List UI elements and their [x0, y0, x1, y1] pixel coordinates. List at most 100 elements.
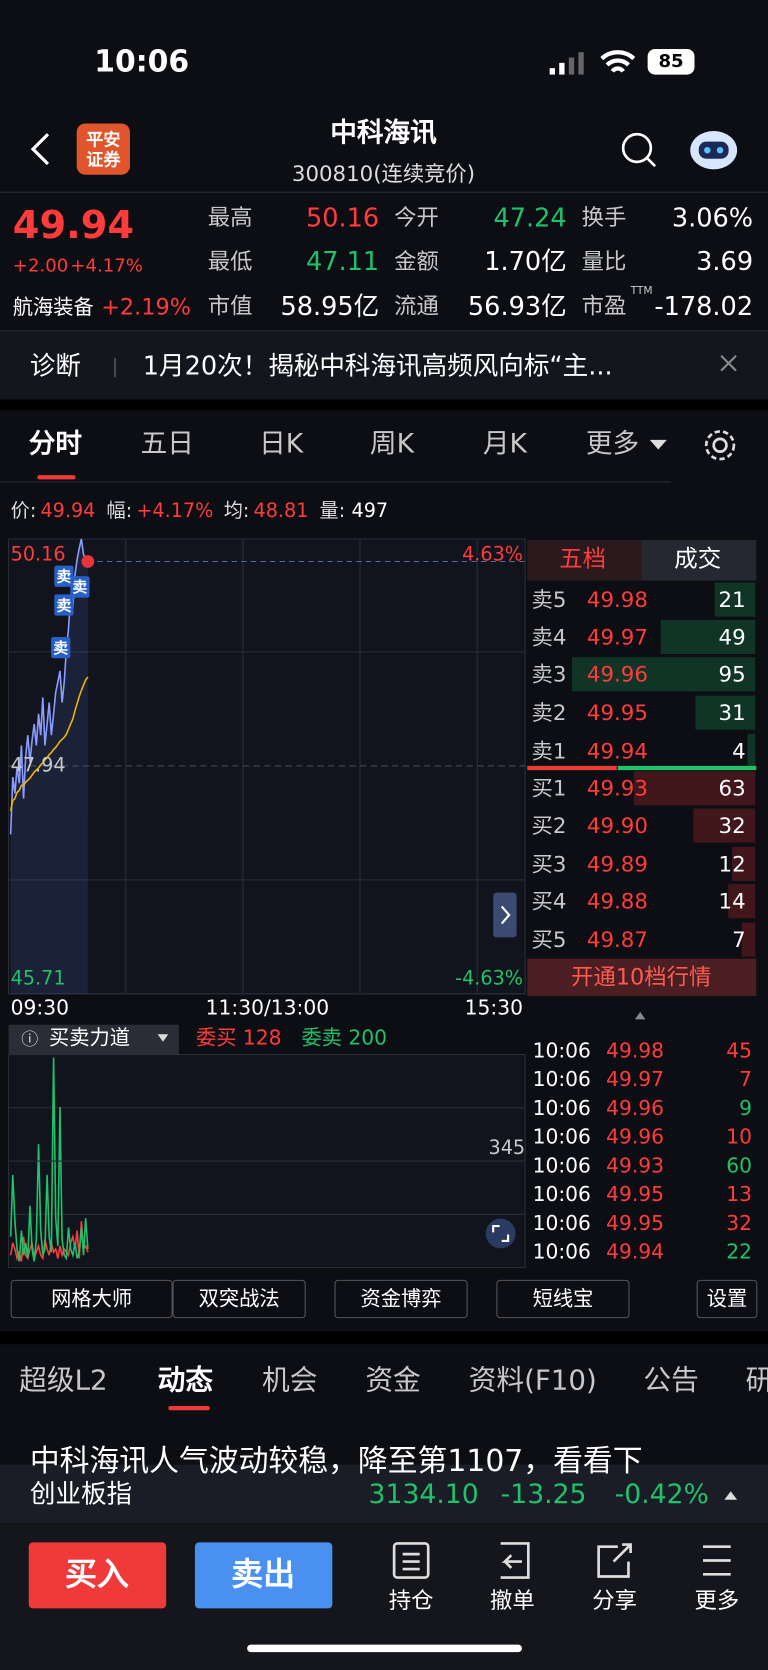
book-tab[interactable]: 成交 [674, 546, 722, 573]
info-value: 49.94 [40, 499, 96, 523]
book-volume: 49 [718, 624, 746, 650]
buy-button[interactable] [28, 1542, 167, 1609]
expand-icon[interactable] [724, 1491, 738, 1500]
info-value: 48.81 [253, 499, 309, 523]
trade-marker [54, 565, 74, 587]
book-volume: 14 [718, 888, 746, 914]
tab-underline [168, 1406, 210, 1411]
news-tab[interactable]: 公告 [643, 1364, 699, 1397]
book-price: 49.93 [586, 775, 648, 802]
series-total: 128 [242, 1026, 282, 1050]
tool-label[interactable]: 设置 [706, 1287, 748, 1311]
close-icon[interactable] [720, 355, 737, 372]
volume-bar [732, 846, 756, 881]
book-tab[interactable]: 五档 [559, 546, 607, 573]
news-tab[interactable]: 动态 [157, 1364, 214, 1397]
trade-price: 49.96 [606, 1125, 665, 1149]
chart-tab[interactable]: 周K [369, 428, 415, 460]
buy-label[interactable]: 买入 [64, 1556, 129, 1594]
chart-tab[interactable]: 日K [259, 428, 304, 460]
action-label[interactable]: 更多 [694, 1587, 740, 1614]
volume-bar [660, 619, 756, 655]
indicator-name[interactable]: 买卖力道 [48, 1026, 130, 1050]
stat-value: 47.24 [493, 203, 567, 233]
sell-label[interactable]: 卖出 [231, 1556, 296, 1594]
book-label: 卖4 [531, 624, 567, 650]
scroll-icon[interactable] [634, 1011, 646, 1020]
chart-tab[interactable]: 分时 [28, 428, 83, 460]
news-tab[interactable]: 资料(F10) [468, 1364, 597, 1397]
stat-value: -178.02 [654, 291, 754, 322]
book-label: 买3 [531, 851, 567, 877]
back-icon[interactable] [30, 133, 50, 166]
stat-label: 量比 [581, 248, 627, 275]
indicator-bg[interactable] [8, 1024, 179, 1055]
banner-text[interactable]: 1月20次！揭秘中科海讯高频风向标“主... [142, 351, 613, 381]
volume-bar [728, 884, 756, 919]
x-label: 11:30/13:00 [205, 996, 330, 1021]
y-tick-label: 45.71 [10, 967, 66, 990]
tool-button[interactable] [496, 1279, 630, 1319]
chart-tab[interactable]: 更多 [585, 428, 640, 460]
trade-price: 49.96 [606, 1096, 665, 1121]
expand-arrow[interactable] [493, 892, 517, 938]
stat-value: 56.93亿 [467, 291, 567, 322]
stat-value: 3.69 [696, 246, 754, 277]
index-name[interactable]: 创业板指 [29, 1479, 133, 1509]
book-price: 49.89 [586, 851, 648, 877]
action-label[interactable]: 分享 [592, 1587, 637, 1614]
action-label[interactable]: 持仓 [388, 1587, 434, 1614]
search-icon[interactable] [621, 132, 657, 168]
index-bar[interactable] [0, 1464, 768, 1524]
book-volume: 95 [718, 661, 746, 688]
settings-icon[interactable] [704, 430, 736, 461]
divider [0, 191, 768, 193]
volume-bar [714, 582, 756, 617]
logo-text[interactable]: 平安 [86, 129, 121, 150]
tool-label[interactable]: 双突战法 [198, 1287, 280, 1311]
tool-label[interactable]: 短线宝 [532, 1287, 594, 1311]
fullscreen-button[interactable] [485, 1218, 516, 1249]
logo[interactable] [76, 123, 130, 175]
stat-label-sup: TTM [630, 285, 653, 298]
chart-tab[interactable]: 五日 [140, 428, 194, 460]
upgrade-link[interactable]: 开通10档行情 [571, 964, 712, 990]
sector-name: 航海装备 [12, 295, 94, 320]
tool-label[interactable]: 资金博弈 [360, 1287, 442, 1311]
tool-button[interactable] [334, 1279, 468, 1319]
banner-tag[interactable]: 诊断 [29, 351, 81, 381]
robot-icon[interactable] [690, 131, 738, 170]
dropdown-icon[interactable] [649, 439, 667, 450]
action-label[interactable]: 撤单 [489, 1587, 535, 1614]
news-tab[interactable]: 研 [746, 1365, 768, 1398]
book-price: 49.88 [586, 888, 648, 914]
banner-bg[interactable] [0, 330, 768, 401]
tool-button[interactable] [696, 1279, 758, 1319]
tool-button[interactable] [10, 1279, 173, 1319]
pct-label: 4.63% [462, 543, 524, 566]
news-tab[interactable]: 超级L2 [19, 1364, 108, 1397]
news-headline: 中科海讯人气波动较稳，降至第1107，看看下 [29, 1443, 643, 1479]
volume-line [9, 1221, 89, 1262]
book-volume: 63 [718, 775, 746, 802]
tab-bg[interactable] [527, 540, 642, 581]
stat-label: 最高 [207, 204, 253, 231]
book-volume: 12 [718, 851, 746, 877]
tab-bg[interactable] [641, 540, 757, 581]
book-volume: 21 [718, 586, 746, 613]
fullscreen-icon [492, 1224, 510, 1243]
book-label: 卖3 [531, 661, 567, 688]
chart-tab[interactable]: 月K [482, 428, 527, 460]
stat-value: 1.70亿 [484, 246, 567, 277]
upgrade-bg[interactable] [527, 958, 757, 996]
tool-label[interactable]: 网格大师 [51, 1287, 133, 1311]
news-tab[interactable]: 机会 [262, 1364, 318, 1397]
news-tab[interactable]: 资金 [365, 1364, 421, 1397]
trade-volume: 22 [726, 1240, 753, 1264]
sell-button[interactable] [194, 1542, 333, 1609]
tool-button[interactable] [172, 1279, 306, 1319]
logo-text[interactable]: 证券 [86, 149, 121, 170]
book-volume: 32 [718, 812, 746, 839]
sector-change: +2.19% [101, 294, 192, 320]
info-label: 价: [10, 499, 37, 523]
